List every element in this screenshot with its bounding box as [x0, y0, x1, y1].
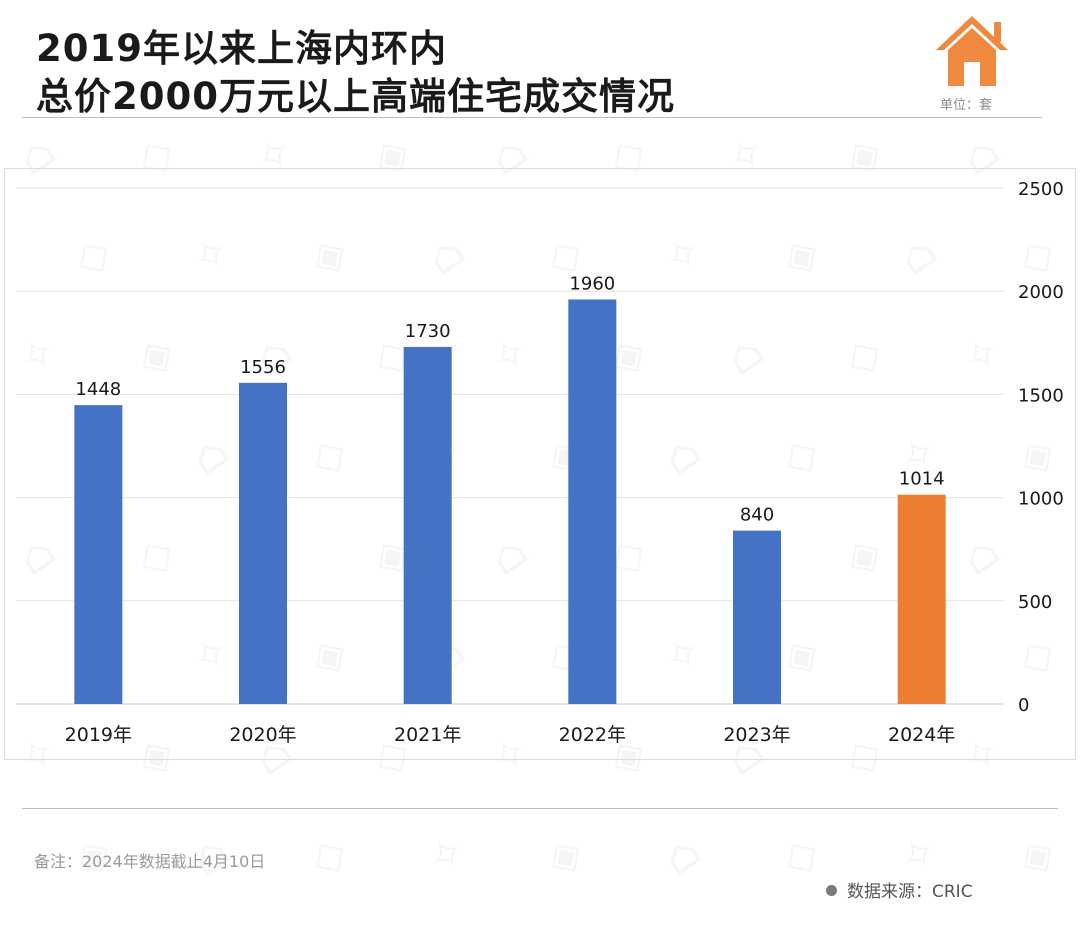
- x-tick-label: 2022年: [559, 724, 626, 746]
- x-tick-label: 2021年: [394, 724, 461, 746]
- x-tick-label: 2020年: [229, 724, 296, 746]
- x-tick-label: 2019年: [65, 724, 132, 746]
- bar-2024年: [897, 494, 946, 704]
- bar-2020年: [239, 382, 287, 704]
- bar-2022年: [568, 299, 617, 704]
- data-source: 数据来源：CRIC: [826, 877, 973, 902]
- chart-frame: [4, 168, 1076, 760]
- header-divider: [22, 117, 1042, 118]
- y-tick-label: 2000: [1018, 282, 1064, 303]
- data-label: 1556: [240, 357, 286, 378]
- bar-2023年: [733, 530, 781, 704]
- y-tick-label: 1000: [1018, 489, 1064, 510]
- data-label: 1448: [75, 379, 121, 400]
- x-tick-label: 2024年: [888, 724, 955, 746]
- footnote: 备注：2024年数据截止4月10日: [34, 852, 266, 871]
- chart-title-line-1: 2019年以来上海内环内: [36, 27, 447, 70]
- data-source-text: 数据来源：CRIC: [847, 882, 973, 902]
- bar-2019年: [74, 405, 123, 704]
- bullet-icon: [826, 885, 837, 896]
- data-label: 1960: [569, 273, 615, 294]
- y-tick-label: 0: [1018, 695, 1029, 716]
- y-tick-label: 1500: [1018, 385, 1064, 406]
- y-tick-label: 500: [1018, 592, 1052, 613]
- footer-divider: [22, 808, 1058, 809]
- unit-label: 单位：套: [940, 98, 993, 113]
- bar-2021年: [403, 346, 452, 704]
- y-tick-label: 2500: [1018, 179, 1064, 200]
- house-icon: [936, 16, 1008, 86]
- data-label: 1730: [405, 321, 451, 342]
- data-label: 1014: [899, 469, 945, 490]
- x-tick-label: 2023年: [723, 724, 790, 746]
- chart-title-line-2: 总价2000万元以上高端住宅成交情况: [36, 75, 675, 118]
- data-label: 840: [740, 505, 774, 526]
